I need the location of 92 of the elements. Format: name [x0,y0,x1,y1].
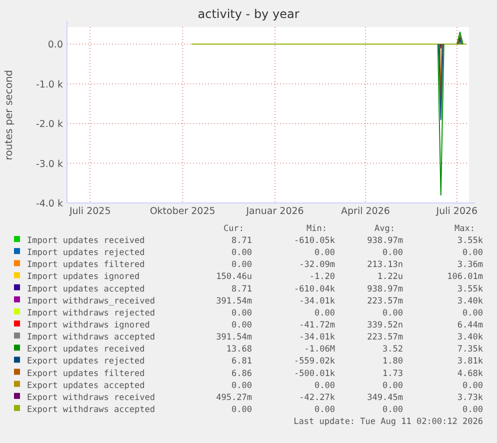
chart-title: activity - by year [198,7,300,21]
text: 0.00 [462,248,483,258]
text: -1.20 [309,272,335,282]
text: 0.00 [232,260,252,270]
legend-label: Export withdraws accepted [27,404,155,415]
text: 6.86 [232,368,252,379]
text: -610.04k [294,284,335,294]
text: Cur: [224,224,244,234]
text: 0.00 [314,308,335,318]
text: 3.55k [457,284,483,294]
text: 1.73 [382,368,403,379]
text: Avg: [374,224,395,234]
text: -610.05k [294,236,335,246]
legend-label: Import withdraws ignored [27,320,150,330]
y-tick-label: -3.0 k [36,158,64,170]
legend-label: Import updates rejected [27,248,145,258]
text: 1.22u [377,272,403,282]
text: 3.52 [382,344,403,355]
text: 3.40k [457,296,483,306]
text: 938.97m [367,284,403,294]
legend-label: Export updates filtered [27,368,145,379]
text: 391.54m [216,296,252,306]
text: -1.06M [304,344,335,355]
y-axis-title: routes per second [4,70,15,160]
legend-label: Import updates received [27,236,145,246]
text: -34.01k [299,296,335,306]
text: 3.73k [457,392,483,403]
y-tick-label: -2.0 k [36,119,64,130]
text: 13.68 [226,344,252,355]
text: 0.00 [462,404,483,415]
x-tick-label: Juli 2025 [68,206,111,217]
text: -559.02k [294,356,335,367]
text: 0.00 [314,248,335,258]
text: -32.09m [299,260,335,270]
text: 3.81k [457,356,483,367]
text: 8.71 [232,284,252,294]
legend-label: Import withdraws_received [27,296,155,306]
x-tick-label: Oktober 2025 [150,206,216,217]
text: 495.27m [216,392,252,403]
text: 0.00 [382,404,403,415]
text: 0.00 [232,248,252,258]
text: 3.36m [457,260,483,270]
x-tick-label: April 2026 [341,206,390,217]
text: 391.54m [216,332,252,343]
legend-label: Import updates accepted [27,284,145,294]
text: 6.81 [232,356,252,367]
legend-label: Export updates accepted [27,380,145,391]
text: 339.52n [367,320,403,330]
legend-label: Export withdraws received [27,392,155,403]
legend-label: Import updates filtered [27,260,145,270]
text: Max: [454,224,475,234]
text: 3.40k [457,332,483,343]
y-tick-label: -4.0 k [36,198,64,210]
text: 4.68k [457,368,483,379]
text: 223.57m [367,332,403,343]
text: 0.00 [232,404,252,415]
legend-label: Export updates rejected [27,356,145,367]
text: -500.01k [294,368,335,379]
text: 0.00 [232,320,252,330]
text: 1.80 [382,356,403,367]
text: Min: [306,224,327,234]
text: 938.97m [367,236,403,246]
y-tick-label: -1.0 k [36,79,64,90]
text: 0.00 [232,308,252,318]
text: -42.27k [299,392,335,403]
text: 213.13n [367,260,403,270]
text: 349.45m [367,392,403,403]
text: 0.00 [382,248,403,258]
x-tick-label: Januar 2026 [245,206,304,217]
text: 223.57m [367,296,403,306]
text: 3.55k [457,236,483,246]
text: 0.00 [314,404,335,415]
text: Last update: Tue Aug 11 02:00:12 2026 [294,417,483,428]
text: 150.46u [216,272,252,282]
legend-label: Import withdraws accepted [27,332,155,343]
legend-label: Import updates ignored [27,272,140,282]
text: 0.00 [462,308,483,318]
text: 0.00 [382,380,403,391]
text: 7.35k [457,344,483,355]
text: 6.44m [457,320,483,330]
text: 8.71 [232,236,252,246]
legend-label: Export updates received [27,344,145,355]
text: 0.00 [462,380,483,391]
text: 106.01m [447,272,483,282]
text: 0.00 [314,380,335,391]
legend-label: Import withdraws rejected [27,308,155,318]
text: 0.00 [232,380,252,391]
text: -34.01k [299,332,335,343]
text: 0.00 [382,308,403,318]
y-tick-label: 0.0 [48,40,63,51]
text: -41.72m [299,320,335,330]
x-tick-label: Juli 2026 [435,206,478,217]
